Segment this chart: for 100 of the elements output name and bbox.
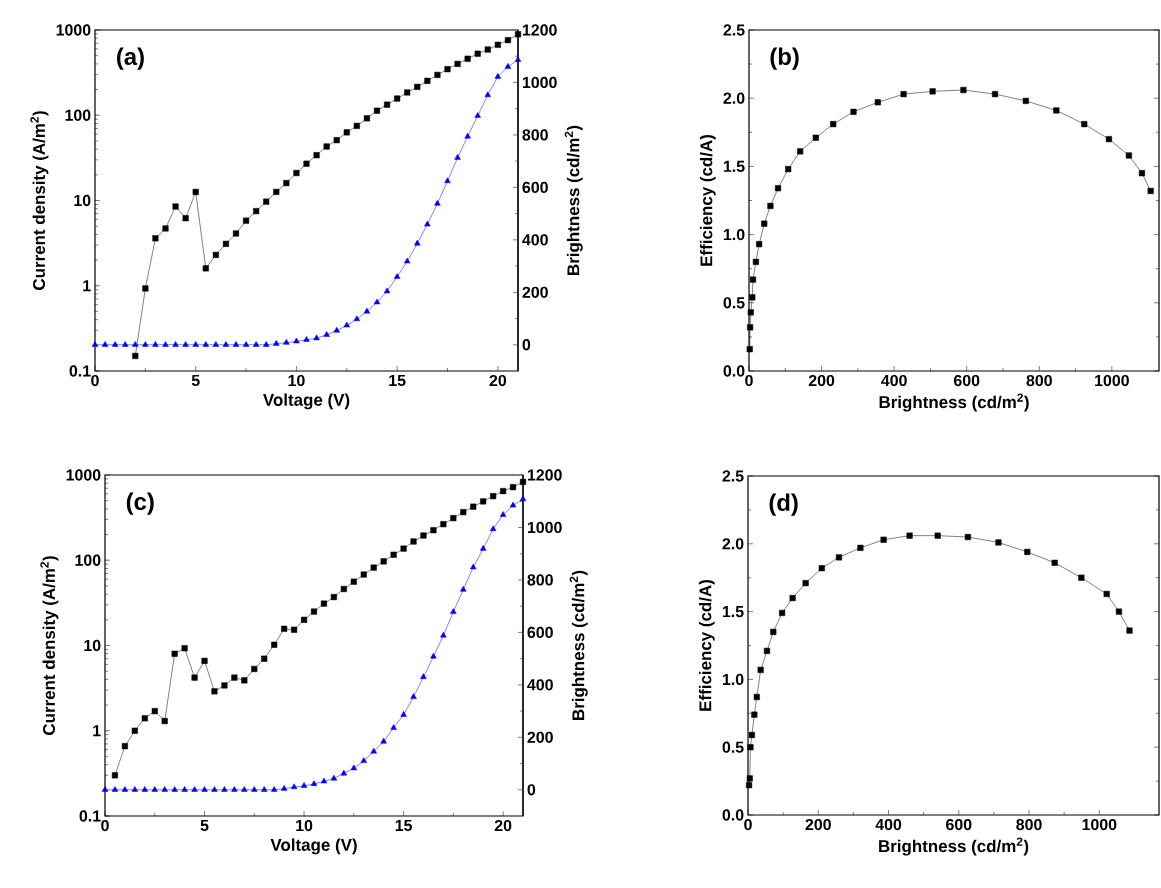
point [1022,97,1029,104]
point [775,185,782,192]
x-tick-label: 600 [953,374,980,387]
point [934,532,941,539]
point [880,536,887,543]
point [991,91,999,98]
point [273,188,280,195]
point [1078,574,1085,581]
point [752,258,759,265]
point [414,83,421,90]
point [301,616,308,623]
point [232,230,240,237]
point [271,641,278,648]
point [504,37,511,44]
point [464,55,471,62]
point [430,527,437,534]
point [1126,627,1133,634]
point [231,674,238,681]
point [818,565,825,572]
point [161,718,168,725]
x-tick-label: 15 [389,374,406,387]
x-tick-label: 800 [1026,374,1052,387]
point [802,580,809,587]
y2-tick-label: 400 [522,234,548,246]
y-tick-label: 0.5 [723,297,745,309]
point [450,515,457,522]
point [960,86,967,94]
x-tick-label: 15 [395,819,412,832]
point [211,688,218,695]
y2-tick-label: 600 [527,626,553,639]
point [171,650,178,657]
point [281,625,288,632]
y-tick-label: 10 [84,639,101,652]
x-tick-label: 5 [191,374,200,387]
point [494,41,501,48]
x-tick-label: 200 [805,818,831,831]
y-tick-label: 2.0 [723,92,745,104]
y-tick-label: 1 [93,725,101,737]
x-tick-label: 400 [875,818,902,831]
x-axis-title: Voltage (V) [270,838,357,855]
point [1125,152,1132,159]
y2-tick-label: 400 [527,679,553,691]
point [756,241,763,248]
point [353,122,360,129]
y-tick-label: 1000 [66,469,101,481]
point [874,99,881,106]
y-tick-label: 0.1 [69,365,91,377]
point [151,708,158,715]
y-tick-label: 1 [83,280,91,292]
point [454,60,461,67]
point [400,545,407,552]
y2-tick-label: 800 [527,574,553,586]
point [789,595,796,602]
point [747,309,754,316]
point [906,532,913,539]
y-tick-label: 1000 [56,24,91,36]
point [121,743,128,750]
x-tick-label: 1000 [1095,374,1129,387]
point [510,484,517,491]
point [1105,136,1112,143]
point [181,645,188,652]
point [131,727,138,734]
point [444,66,451,73]
point [350,578,357,585]
point [384,101,391,108]
point [313,152,320,159]
y2-tick-label: 200 [522,286,548,298]
point [964,533,971,541]
x-tick-label: 200 [808,374,835,387]
point [1024,548,1031,555]
point [1138,170,1145,177]
point [749,294,756,301]
point [751,711,758,718]
point [1103,590,1110,598]
point [1147,187,1154,194]
point [221,682,228,689]
y2-tick-label: 1000 [527,521,562,534]
point [835,554,843,561]
point [747,744,754,751]
y-tick-label: 0.1 [79,810,101,822]
x-axis-title: Brightness (cd/m$^{2}$) [879,393,1029,412]
y-tick-label: 0.5 [722,741,744,753]
point [333,137,340,144]
point [182,215,189,222]
point [320,600,327,607]
y2-tick-label: 600 [522,181,548,194]
y-tick-label: 1.5 [722,606,744,618]
y2-axis-title: Brightness (cd/m$^{2}$) [569,570,588,720]
point [132,352,139,360]
point [767,202,774,209]
x-tick-label: 10 [296,819,313,832]
x-axis-title: Voltage (V) [263,393,350,410]
point [785,166,792,173]
point [812,134,819,141]
y2-tick-label: 0 [522,339,531,351]
point [253,208,260,215]
point [191,674,198,681]
point [310,608,318,615]
y2-tick-label: 200 [527,731,553,743]
point [746,782,753,789]
